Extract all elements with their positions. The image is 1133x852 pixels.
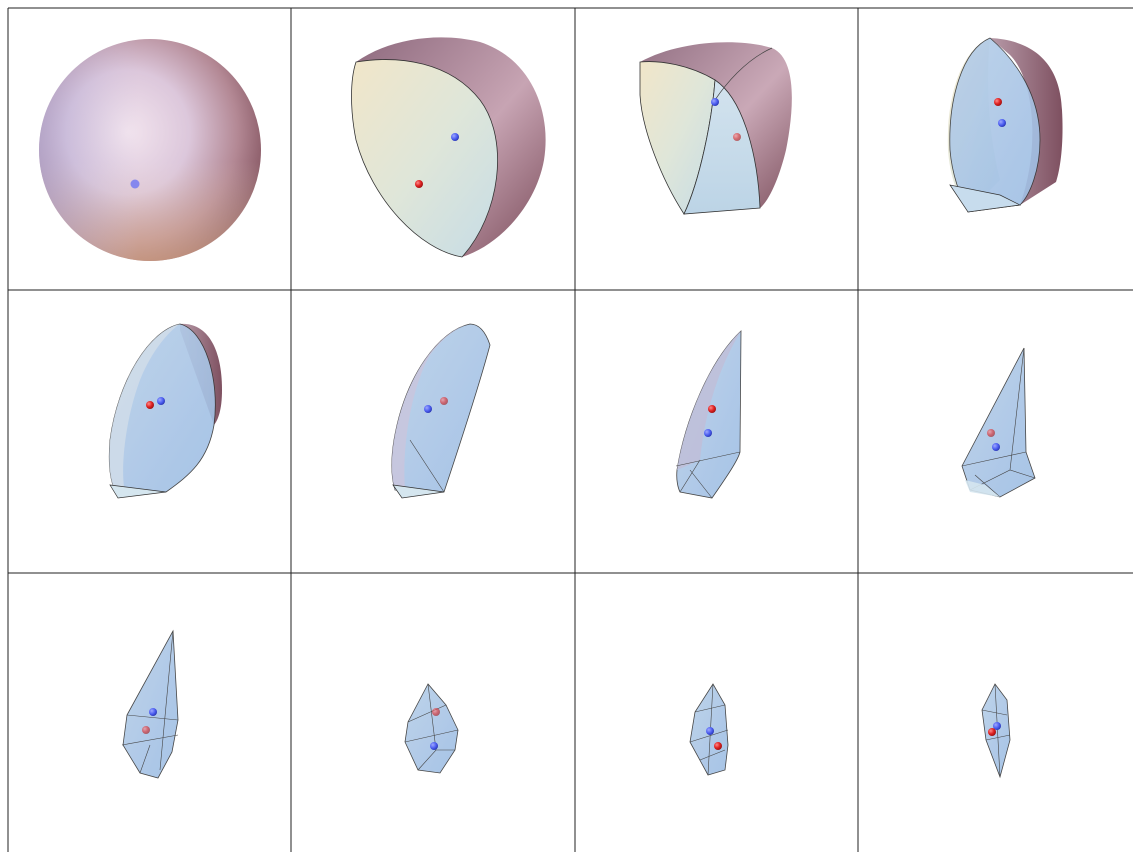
sphere: [39, 39, 261, 261]
left-face: [109, 324, 180, 492]
panel-5: [108, 323, 222, 499]
blue-marker: [157, 397, 165, 405]
inner-edges: [675, 451, 741, 499]
panel-10: [404, 683, 459, 774]
blue-marker: [992, 443, 1000, 451]
spherical-cap: [990, 38, 1063, 205]
blue-marker: [451, 133, 459, 141]
red-marker: [994, 98, 1002, 106]
left-face: [677, 331, 741, 470]
base-facet: [949, 184, 1022, 213]
blue-marker: [130, 179, 140, 189]
blue-marker: [149, 708, 157, 716]
blue-marker: [993, 722, 1001, 730]
red-marker: [440, 397, 448, 405]
blue-marker: [998, 119, 1006, 127]
blue-marker: [704, 429, 712, 437]
cut-face-right: [683, 79, 761, 215]
red-marker: [142, 726, 150, 734]
panel-1: [39, 39, 261, 261]
polyhedron-body: [404, 683, 459, 774]
red-marker: [415, 180, 423, 188]
panel-12: [981, 683, 1011, 779]
blue-marker: [430, 742, 438, 750]
panel-9: [121, 629, 179, 779]
panel-3: [639, 42, 792, 215]
red-marker: [987, 429, 995, 437]
spherical-cap: [356, 37, 546, 258]
blue-marker: [424, 405, 432, 413]
red-marker: [988, 728, 996, 736]
inner-edges: [961, 347, 1036, 498]
panel-7: [675, 330, 742, 499]
red-marker: [714, 742, 722, 750]
left-face: [391, 324, 470, 490]
inner-edges: [404, 683, 459, 771]
panel-8: [961, 347, 1036, 498]
blue-marker: [711, 98, 719, 106]
inner-edge: [409, 439, 445, 493]
red-marker: [733, 133, 741, 141]
cut-face: [351, 59, 498, 258]
panel-6: [391, 323, 491, 499]
spherical-cap: [640, 42, 792, 208]
inner-edges: [981, 683, 1011, 778]
panel-2: [351, 37, 546, 258]
red-marker: [432, 708, 440, 716]
base-facet: [965, 480, 1000, 497]
base-facet: [109, 484, 167, 499]
panel-grid: [7, 7, 1133, 852]
panel-11: [689, 683, 729, 776]
red-marker: [146, 401, 154, 409]
base-facet: [392, 484, 445, 499]
inner-arc: [714, 47, 773, 101]
sliver-body: [676, 330, 742, 499]
blue-marker: [706, 727, 714, 735]
red-marker: [708, 405, 716, 413]
polyhedron-body: [122, 629, 179, 779]
panel-4: [947, 37, 1063, 213]
inner-edges: [121, 630, 179, 774]
